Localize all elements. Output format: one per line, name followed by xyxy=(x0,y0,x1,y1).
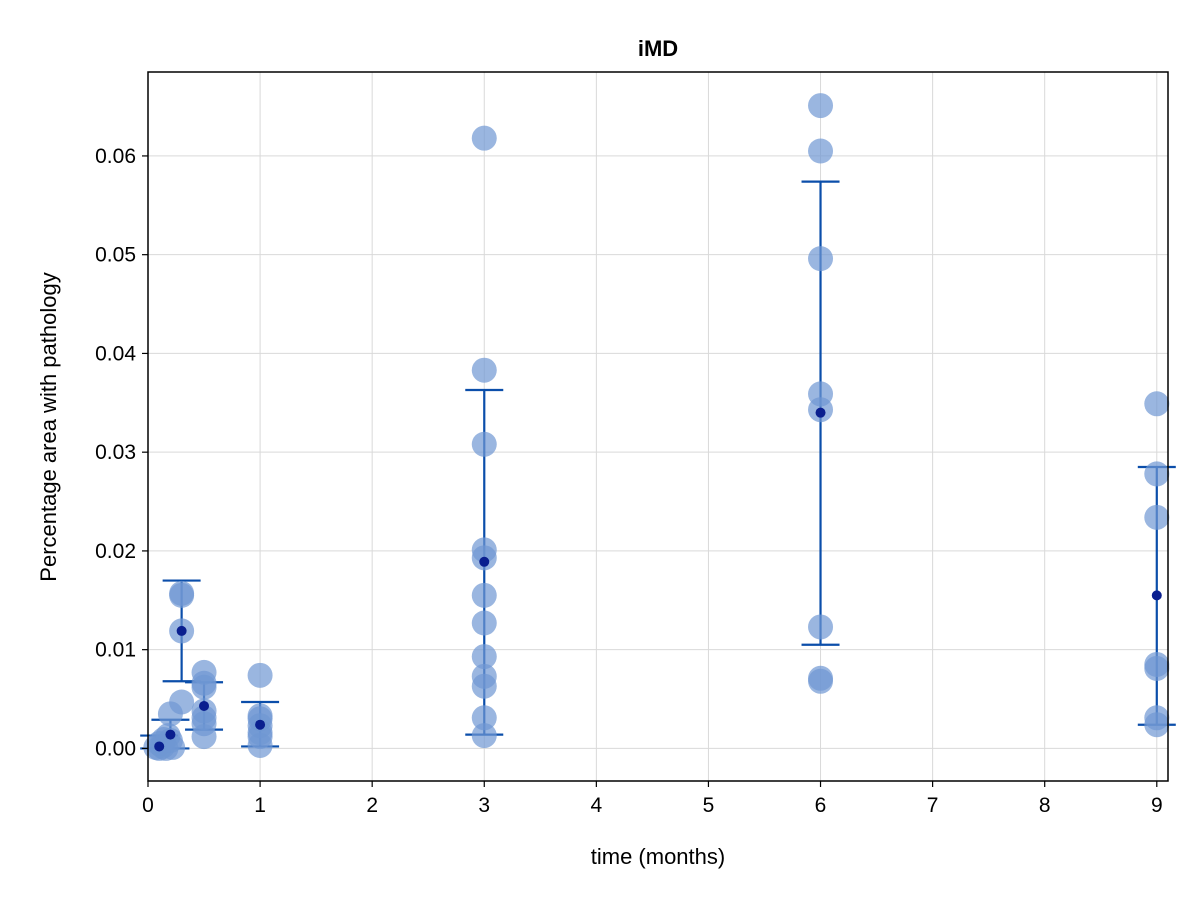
x-tick-label: 3 xyxy=(478,794,490,817)
data-point xyxy=(471,582,497,608)
data-point xyxy=(1144,655,1170,681)
mean-points xyxy=(154,407,1162,752)
data-point xyxy=(471,644,497,670)
data-point xyxy=(808,93,834,119)
data-point xyxy=(471,723,497,749)
data-point xyxy=(191,724,217,750)
data-point xyxy=(169,582,195,608)
data-points xyxy=(143,93,1170,761)
data-point xyxy=(471,431,497,457)
data-point xyxy=(471,125,497,151)
chart-title: iMD xyxy=(638,36,678,61)
data-point xyxy=(808,246,834,272)
data-point xyxy=(471,357,497,383)
data-point xyxy=(471,610,497,636)
mean-point xyxy=(815,407,826,418)
data-point xyxy=(1144,391,1170,417)
data-point xyxy=(471,673,497,699)
y-tick-label: 0.05 xyxy=(95,244,136,267)
mean-point xyxy=(176,625,187,636)
mean-point xyxy=(165,729,176,740)
data-point xyxy=(1144,712,1170,738)
mean-point xyxy=(1151,590,1162,601)
mean-point xyxy=(479,556,490,567)
mean-point xyxy=(199,700,210,711)
data-point xyxy=(169,689,195,715)
axis-ticks: 0 1 2 3 4 5 6 7 8 9 0.00 0.01 0.02 0.03 0.04 0.05 0.06 xyxy=(95,145,1163,817)
y-tick-label: 0.00 xyxy=(95,737,136,760)
x-tick-label: 2 xyxy=(366,794,378,817)
y-tick-label: 0.01 xyxy=(95,639,136,662)
data-point xyxy=(808,138,834,164)
x-axis-label: time (months) xyxy=(591,844,725,869)
data-point xyxy=(247,732,273,758)
y-tick-label: 0.04 xyxy=(95,342,136,365)
x-tick-label: 1 xyxy=(254,794,266,817)
data-point xyxy=(808,614,834,640)
x-tick-label: 4 xyxy=(591,794,603,817)
x-tick-label: 7 xyxy=(927,794,939,817)
x-tick-label: 0 xyxy=(142,794,154,817)
mean-point xyxy=(154,741,165,752)
grid xyxy=(147,72,1168,781)
mean-point xyxy=(255,719,266,730)
data-point xyxy=(808,668,834,694)
data-point xyxy=(191,674,217,700)
data-point xyxy=(1144,461,1170,487)
plot-frame xyxy=(147,71,1169,782)
y-tick-label: 0.06 xyxy=(95,145,136,168)
x-tick-label: 8 xyxy=(1039,794,1051,817)
x-tick-label: 5 xyxy=(703,794,715,817)
x-tick-label: 9 xyxy=(1151,794,1163,817)
y-axis-label: Percentage area with pathology xyxy=(36,272,61,581)
y-tick-label: 0.02 xyxy=(95,540,136,563)
data-point xyxy=(471,705,497,731)
errorbars xyxy=(140,180,1176,750)
y-tick-label: 0.03 xyxy=(95,441,136,464)
data-point xyxy=(247,662,273,688)
x-tick-label: 6 xyxy=(815,794,827,817)
data-point xyxy=(1144,504,1170,530)
